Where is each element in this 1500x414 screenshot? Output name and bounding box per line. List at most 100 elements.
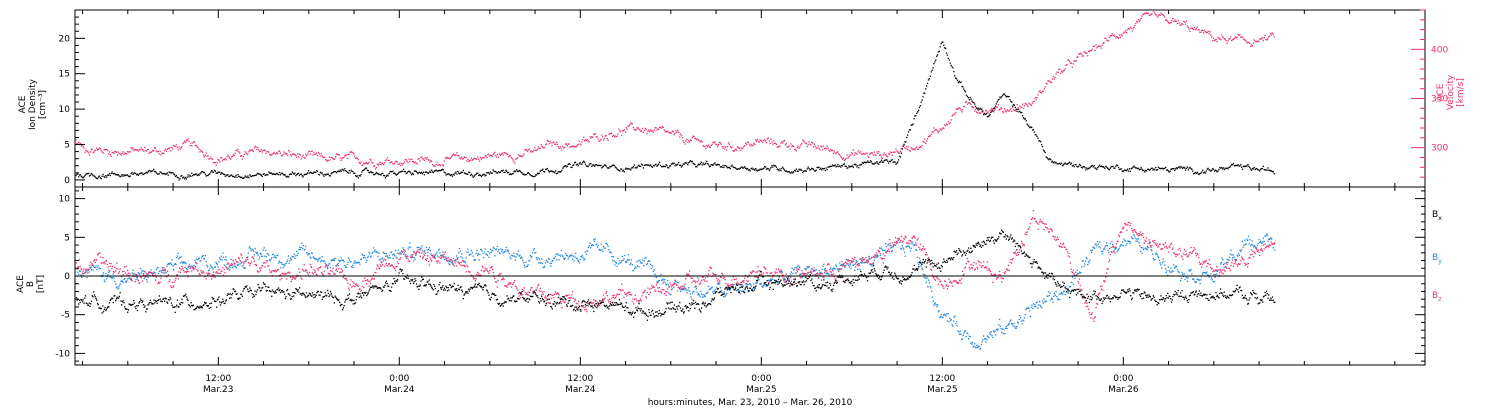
by-series-point xyxy=(1031,304,1033,306)
by-series-point xyxy=(598,248,600,251)
density-series-point xyxy=(412,172,414,174)
velocity-series-point xyxy=(1148,14,1150,16)
velocity-series-point xyxy=(1177,19,1179,22)
velocity-series-point xyxy=(421,156,423,158)
by-series-point xyxy=(371,252,373,255)
velocity-series-point xyxy=(213,162,216,164)
density-series-point xyxy=(415,170,417,173)
density-series-point xyxy=(299,173,301,175)
density-series-point xyxy=(1203,172,1205,174)
density-series-point xyxy=(371,172,373,174)
velocity-series-point xyxy=(118,153,120,155)
velocity-series-point xyxy=(176,146,178,149)
bz-series-point xyxy=(489,270,491,272)
bz-series-point xyxy=(173,281,176,283)
by-series-point xyxy=(293,255,295,258)
density-series-point xyxy=(993,107,996,109)
velocity-series-point xyxy=(614,135,616,137)
velocity-series-point xyxy=(1068,59,1070,61)
by-series-point xyxy=(290,259,292,261)
density-series-point xyxy=(673,162,675,164)
density-series-point xyxy=(637,165,639,167)
by-series-point xyxy=(139,267,142,270)
velocity-series-point xyxy=(248,150,250,153)
density-series-point xyxy=(1263,169,1265,171)
bz-series-point xyxy=(378,268,381,270)
velocity-series-point xyxy=(790,143,792,145)
by-series-point xyxy=(948,321,950,323)
density-series-point xyxy=(771,165,773,167)
velocity-series-point xyxy=(337,153,340,156)
density-series-point xyxy=(437,170,439,172)
bz-series-point xyxy=(320,266,322,268)
density-series-point xyxy=(447,173,449,175)
by-series-point xyxy=(390,252,392,254)
density-series-point xyxy=(883,160,885,162)
velocity-series-point xyxy=(1011,110,1013,113)
by-series-point xyxy=(1237,255,1239,257)
density-series-point xyxy=(276,172,278,174)
density-series-point xyxy=(275,173,277,176)
by-series-point xyxy=(78,270,81,272)
velocity-series-point xyxy=(355,157,357,159)
density-series-point xyxy=(280,172,282,175)
velocity-series-point xyxy=(231,156,233,158)
by-series-point xyxy=(224,259,226,261)
bz-series-point xyxy=(484,267,486,269)
bz-series-point xyxy=(250,262,252,265)
velocity-series-point xyxy=(267,150,269,153)
density-series-point xyxy=(759,168,761,170)
velocity-series-point xyxy=(581,141,583,143)
velocity-series-point xyxy=(604,135,606,137)
by-series-point xyxy=(686,292,688,294)
density-series-point xyxy=(924,92,926,94)
by-series-point xyxy=(790,273,792,275)
by-series-point xyxy=(311,252,313,254)
bz-series-point xyxy=(449,258,452,261)
bz-series-point xyxy=(83,268,85,270)
density-series-point xyxy=(1266,169,1268,171)
density-series-point xyxy=(217,171,219,174)
by-series-point xyxy=(283,264,285,266)
velocity-series-point xyxy=(514,162,516,164)
velocity-series-point xyxy=(776,146,778,148)
by-series-point xyxy=(417,247,419,249)
density-series-point xyxy=(95,177,97,179)
velocity-series-point xyxy=(728,143,730,145)
by-series-point xyxy=(348,257,350,259)
by-series-point xyxy=(268,259,271,261)
by-series-point xyxy=(592,244,594,247)
density-series-point xyxy=(1188,167,1190,169)
bz-series-point xyxy=(363,277,366,279)
by-series-point xyxy=(327,264,329,267)
density-series-point xyxy=(145,171,148,173)
velocity-series-point xyxy=(864,153,866,155)
bz-series-point xyxy=(234,259,237,261)
velocity-series-point xyxy=(100,149,102,152)
by-series-point xyxy=(85,271,87,273)
density-series-point xyxy=(997,99,999,101)
bz-series-point xyxy=(480,269,483,272)
velocity-series-point xyxy=(843,159,845,162)
by-series-point xyxy=(267,253,269,255)
velocity-series-point xyxy=(731,146,733,148)
density-series-point xyxy=(315,171,317,174)
density-series-point xyxy=(355,175,357,177)
velocity-series-point xyxy=(1145,12,1147,15)
by-series-point xyxy=(903,251,906,253)
bz-series-point xyxy=(544,295,547,297)
by-series-point xyxy=(520,256,522,258)
velocity-series-point xyxy=(190,142,192,144)
density-series-point xyxy=(798,168,800,170)
bz-series-point xyxy=(340,268,342,270)
bz-series-point xyxy=(372,274,375,276)
by-series-point xyxy=(907,245,909,247)
by-series-point xyxy=(713,290,716,292)
velocity-series-point xyxy=(383,164,385,166)
by-series-point xyxy=(1121,241,1124,243)
velocity-series-point xyxy=(456,152,458,154)
by-series-point xyxy=(572,258,574,260)
velocity-series-point xyxy=(1013,109,1016,112)
velocity-series-point xyxy=(1032,101,1035,103)
density-series-point xyxy=(598,164,600,167)
